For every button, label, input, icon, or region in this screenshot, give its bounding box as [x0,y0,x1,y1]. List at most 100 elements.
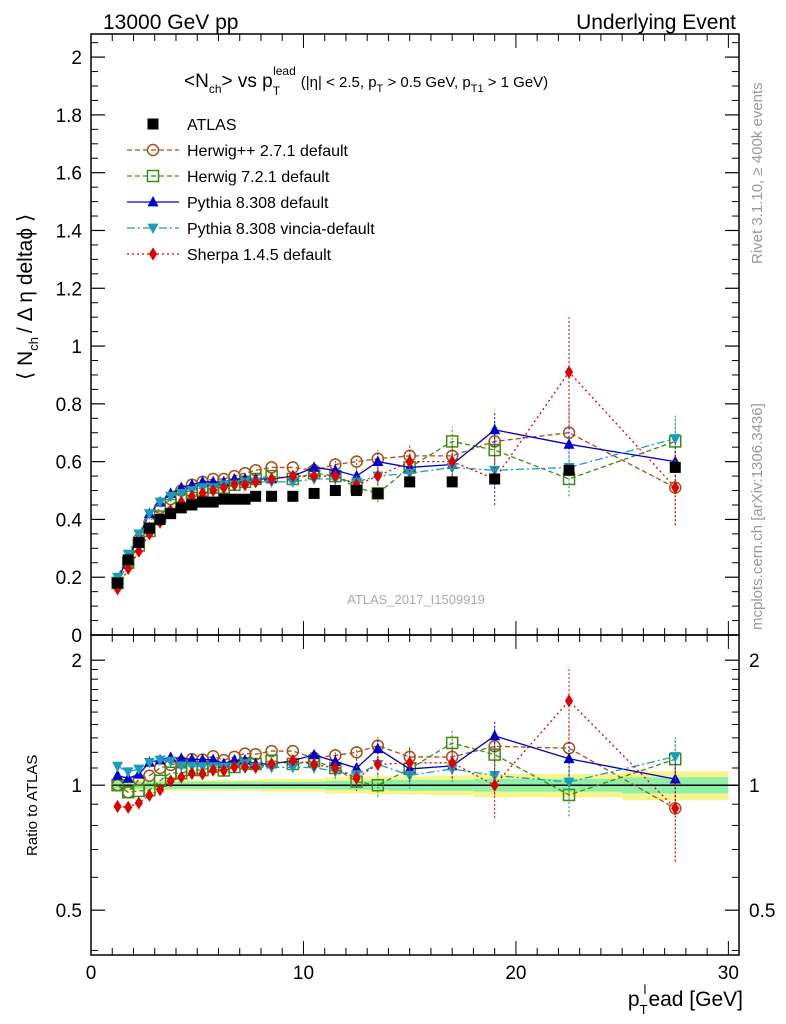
point-sherpa [448,455,457,469]
legend-label-herwig7: Herwig 7.2.1 default [187,169,330,186]
ratio-point-sherpa [240,760,250,774]
ratio-point-sherpa [230,760,239,774]
ratio-point-sherpa [177,770,186,784]
point-vincia [287,477,299,488]
series-line-herwigpp [116,432,676,584]
legend: ATLAS Herwig++ 2.7.1 default Herwig 7.2.1 … [127,117,375,264]
point-pythia [308,461,320,472]
mcplots-note: mcplots.cern.ch [arXiv:1306.3436] [749,403,766,630]
ratio-point-sherpa [198,767,207,781]
point-vincia [669,434,681,445]
ratio-point-sherpa [448,756,457,770]
point-sherpa [288,469,297,483]
x-axis-label: pTlead [GeV] [628,982,743,1017]
point-atlas [287,490,299,502]
ratio-point-sherpa [309,757,319,771]
ratio-point-sherpa [490,778,499,792]
legend-marker-atlas [147,118,159,130]
ratio-ytick-label: 2 [71,651,82,672]
plot-watermark: ATLAS_2017_I1509919 [347,592,485,607]
ratio-point-vincia [122,767,134,778]
ratio-point-pythia [228,754,240,765]
ratio-point-herwigpp [265,744,278,758]
point-vincia [133,529,145,540]
ratio-point-herwig7 [371,778,385,792]
top-ytick-label: 1 [71,337,82,358]
point-sherpa [209,483,218,498]
xtick-label: 30 [718,963,739,984]
ratio-point-pythia [329,755,341,766]
ratio-ytick-label-right: 1 [749,776,760,797]
ratio-point-sherpa [134,796,143,810]
ratio-point-vincia [669,752,681,763]
top-ytick-label: 0 [71,626,82,647]
point-atlas [197,496,209,508]
ratio-point-pythia [186,753,198,764]
ratio-point-vincia [175,761,187,772]
ratio-point-sherpa [124,800,133,814]
header-left: 13000 GeV pp [103,11,238,34]
point-atlas [669,461,681,473]
ratio-point-sherpa [155,783,165,797]
legend-marker-herwig7 [146,169,160,183]
ratio-point-sherpa [564,694,574,708]
ratio-point-sherpa [288,754,297,768]
top-ytick-label: 0.8 [56,395,82,416]
top-ytick-label: 1.6 [56,164,82,185]
point-sherpa [405,455,414,469]
point-atlas [266,490,278,502]
ratio-point-sherpa [405,756,414,770]
xtick-label: 10 [293,963,314,984]
top-ytick-label: 1.2 [56,279,82,300]
ratio-ytick-label-right: 2 [749,651,760,672]
rivet-note: Rivet 3.1.10, ≥ 400k events [749,82,766,264]
ratio-plot-panel: 0.5 0.51 12 20 10 20 30 [56,634,775,984]
plot-title: <Nch> vs pTlead(|η| < 2.5, pT > 0.5 GeV,… [184,64,548,98]
ratio-point-vincia [154,755,166,767]
point-sherpa [230,478,239,492]
point-atlas [133,537,145,549]
point-pythia [489,423,501,435]
point-atlas [351,485,363,497]
legend-marker-vincia [147,223,159,235]
legend-marker-herwigpp [146,143,160,157]
top-ytick-label: 1.4 [56,221,83,242]
ratio-ytick-label-right: 0.5 [749,901,775,922]
ratio-point-sherpa [219,763,228,778]
ratio-point-vincia [404,770,416,782]
ratio-point-pythia [563,752,575,764]
point-atlas [250,490,262,502]
point-atlas [489,473,501,485]
point-herwigpp [350,455,363,468]
header-right: Underlying Event [576,11,736,34]
ratio-ytick-label: 0.5 [56,901,82,922]
ratio-point-pythia [489,729,501,741]
ratio-point-sherpa [373,757,382,771]
ratio-point-pythia [372,742,384,754]
ratio-point-sherpa [331,761,340,775]
legend-marker-sherpa [148,247,158,261]
xtick-label: 20 [505,963,526,984]
point-herwigpp [562,426,576,439]
point-atlas [143,522,155,534]
point-sherpa [187,489,197,503]
point-atlas [563,464,575,476]
ratio-point-sherpa [267,757,276,771]
point-sherpa [219,481,228,495]
ratio-y-axis-label: Ratio to ATLAS [24,755,41,856]
legend-label-herwigpp: Herwig++ 2.7.1 default [187,143,349,160]
ratio-point-vincia [287,762,299,774]
point-sherpa [564,365,574,379]
ratio-point-sherpa [209,763,218,777]
ratio-point-pythia [207,753,219,765]
point-sherpa [309,469,319,483]
ratio-point-vincia [133,764,145,776]
point-sherpa [331,469,340,483]
ratio-point-herwig7 [445,736,459,750]
point-sherpa [671,481,680,495]
legend-label-atlas: ATLAS [187,117,237,134]
point-atlas [329,485,341,497]
top-ytick-label: 0.4 [56,510,83,531]
ratio-point-sherpa [187,766,197,781]
